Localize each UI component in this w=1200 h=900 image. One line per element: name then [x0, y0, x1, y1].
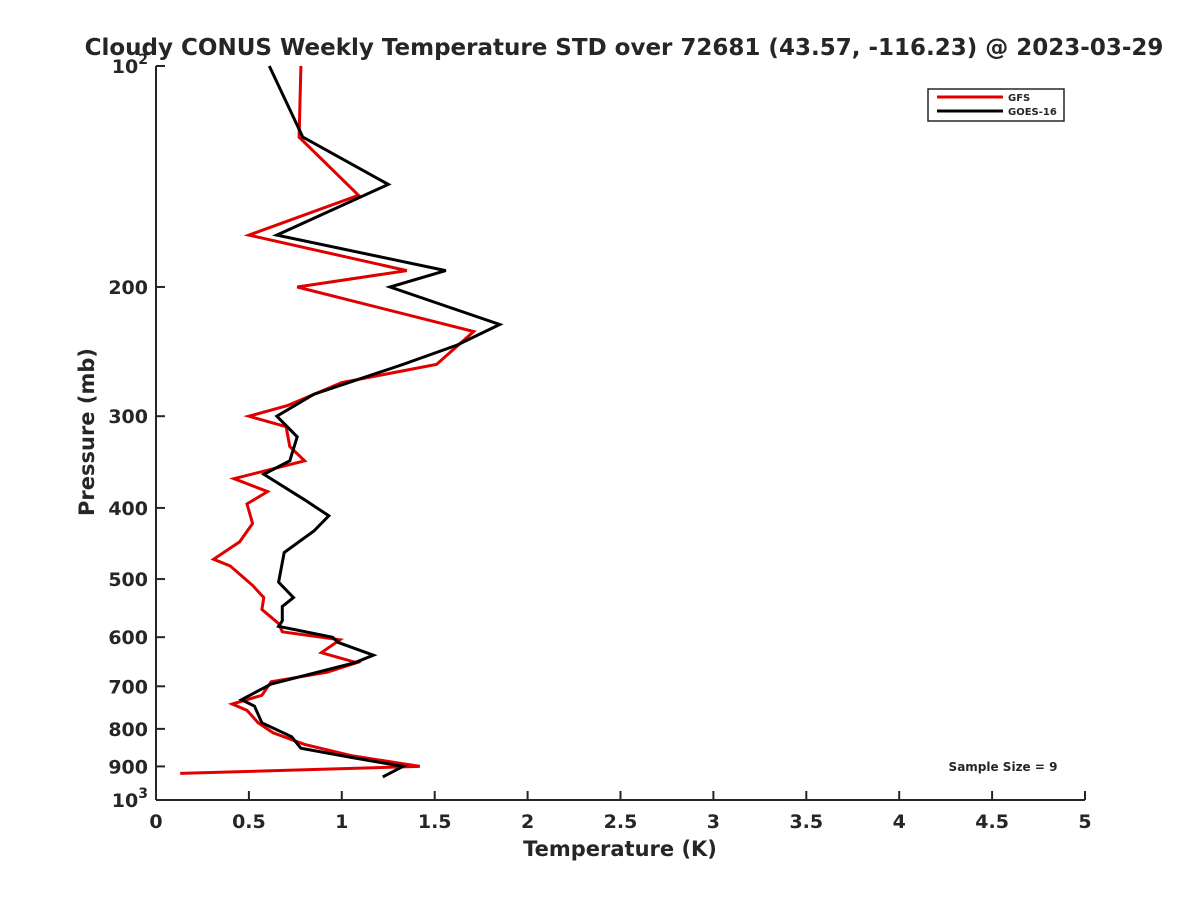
series-line-goes-16	[238, 65, 504, 779]
x-tick-label: 2.5	[604, 811, 638, 833]
legend-box	[927, 88, 1065, 122]
chart-title: Cloudy CONUS Weekly Temperature STD over…	[85, 35, 1164, 61]
x-tick-label: 4.5	[975, 811, 1009, 833]
y-tick-label: 500	[108, 569, 148, 591]
y-tick-label: 102	[112, 52, 148, 78]
y-tick-label: 200	[108, 277, 148, 299]
x-tick-label: 5	[1078, 811, 1091, 833]
y-tick-base: 10	[112, 56, 138, 78]
legend: GFS GOES-16	[927, 88, 1065, 122]
series-layer	[180, 65, 504, 779]
legend-label: GFS	[1008, 93, 1030, 104]
y-tick-label: 800	[108, 719, 148, 741]
sample-size-annotation: Sample Size = 9	[949, 760, 1058, 774]
series-line-gfs	[180, 65, 477, 775]
y-tick-label: 700	[108, 676, 148, 698]
x-tick-label: 0	[149, 811, 162, 833]
y-tick-label: 400	[108, 498, 148, 520]
y-tick-label: 900	[108, 756, 148, 778]
y-tick-base: 10	[112, 790, 138, 812]
axes: 0 0.5 1 1.5 2 2.5 3 3.5 4 4.5 51022003004005006007…	[108, 52, 1091, 833]
x-tick-label: 2	[521, 811, 534, 833]
legend-label: GOES-16	[1008, 107, 1057, 118]
x-tick-label: 3	[707, 811, 720, 833]
y-axis-label: Pressure (mb)	[75, 348, 99, 516]
y-tick-label: 600	[108, 627, 148, 649]
x-axis-label: Temperature (K)	[523, 837, 717, 861]
x-tick-label: 4	[893, 811, 906, 833]
y-tick-label: 103	[112, 786, 148, 812]
y-tick-label: 300	[108, 406, 148, 428]
y-tick-exponent: 2	[138, 52, 148, 68]
x-tick-label: 3.5	[789, 811, 823, 833]
x-tick-label: 1	[335, 811, 348, 833]
y-tick-exponent: 3	[138, 786, 148, 802]
x-tick-label: 1.5	[418, 811, 452, 833]
x-tick-label: 0.5	[232, 811, 266, 833]
